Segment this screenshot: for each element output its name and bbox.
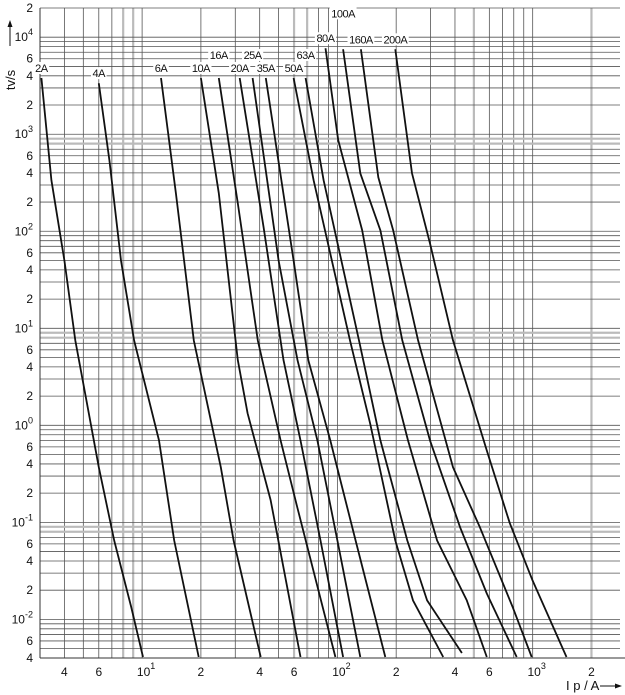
curves	[40, 48, 568, 658]
curve-label-background	[90, 67, 107, 80]
x-tick-label: 6	[291, 665, 298, 679]
curve-label-background	[153, 61, 169, 74]
curve-label-160a: 160A	[349, 34, 374, 46]
curve-label-background	[33, 61, 50, 74]
curve-label-background	[190, 61, 212, 74]
y-tick-label: 4	[26, 166, 33, 180]
curve-63a	[304, 77, 463, 654]
y-tick-label: 4	[26, 360, 33, 374]
y-tick-label: 6	[26, 343, 33, 357]
x-axis-arrowhead-icon	[615, 683, 622, 689]
y-tick-label: 6	[26, 634, 33, 648]
y-axis-title: tv/s	[3, 20, 18, 90]
curve-label-35a: 35A	[257, 63, 276, 75]
curve-label-background	[241, 48, 264, 61]
y-tick-label: 103	[15, 124, 33, 141]
curve-20a	[238, 77, 344, 658]
curve-200a	[394, 49, 568, 658]
y-tick-label: 4	[26, 263, 33, 277]
x-tick-labels: 4 6 101 2 4 6 102 2 4 6 103 2	[61, 661, 595, 679]
grid	[39, 7, 625, 659]
y-tick-label: 100	[15, 415, 33, 432]
y-tick-label: 6	[26, 52, 33, 66]
x-tick-label: 4	[452, 665, 459, 679]
curve-label-16a: 16A	[210, 50, 229, 62]
curve-35a	[264, 77, 387, 658]
curve-label-background	[283, 61, 305, 74]
y-tick-label: 2	[26, 98, 33, 112]
y-tick-label: 10-1	[12, 512, 33, 529]
curve-label-63a: 63A	[297, 50, 316, 62]
y-axis-label: tv/s	[3, 69, 18, 90]
y-tick-label: 101	[15, 318, 33, 335]
curve-10a	[200, 77, 302, 658]
curve-label-10a: 10A	[192, 63, 211, 75]
y-tick-label: 2	[26, 486, 33, 500]
curve-label-50a: 50A	[285, 63, 304, 75]
curve-25a	[251, 77, 362, 658]
curve-label-background	[294, 48, 317, 61]
y-tick-label: 102	[15, 221, 33, 238]
curve-100a	[342, 49, 518, 658]
curve-2a	[40, 77, 144, 658]
x-tick-label: 6	[486, 665, 493, 679]
curve-label-4a: 4A	[93, 68, 107, 80]
curve-label-20a: 20A	[231, 63, 250, 75]
x-tick-label: 103	[527, 661, 545, 679]
x-tick-label: 2	[393, 665, 400, 679]
x-tick-label: 2	[588, 665, 595, 679]
y-tick-label: 4	[26, 457, 33, 471]
curve-label-100a: 100A	[331, 8, 356, 20]
curve-label-background	[255, 61, 277, 74]
x-axis-title: I p / A	[566, 678, 622, 693]
x-tick-label: 6	[95, 665, 102, 679]
curve-6a	[160, 77, 262, 658]
y-tick-label: 2	[26, 583, 33, 597]
y-tick-label: 2	[26, 292, 33, 306]
y-tick-label: 2	[26, 389, 33, 403]
curve-label-2a: 2A	[35, 63, 49, 75]
x-tick-label: 102	[332, 661, 350, 679]
curve-label-25a: 25A	[244, 50, 263, 62]
curve-label-background	[208, 48, 230, 61]
y-tick-label: 6	[26, 537, 33, 551]
curve-label-background	[347, 33, 375, 46]
y-tick-label: 4	[26, 69, 33, 83]
y-tick-label: 6	[26, 246, 33, 260]
curve-label-background	[314, 32, 337, 45]
y-tick-labels: 2 104 6 4 2 103 6 4 2 102 6 4 2 101 6 4 2 100 6 4 2 10-1 6 4 2 10…	[12, 1, 34, 665]
curve-label-6a: 6A	[155, 63, 169, 75]
x-tick-label: 4	[256, 665, 263, 679]
x-tick-label: 4	[61, 665, 68, 679]
curve-160a	[360, 49, 533, 658]
curve-label-80a: 80A	[316, 33, 335, 45]
x-axis-label: I p / A	[566, 678, 600, 693]
curve-16a	[217, 77, 337, 658]
y-tick-label: 104	[15, 27, 33, 44]
y-tick-label: 6	[26, 149, 33, 163]
curve-label-background	[381, 33, 409, 46]
y-tick-label: 2	[26, 1, 33, 15]
curve-label-background	[329, 7, 357, 20]
y-tick-label: 4	[26, 651, 33, 665]
y-tick-label: 2	[26, 195, 33, 209]
y-axis-arrowhead-icon	[7, 20, 13, 27]
y-tick-label: 6	[26, 440, 33, 454]
curve-label-200a: 200A	[383, 34, 408, 46]
x-tick-label: 2	[198, 665, 205, 679]
y-tick-label: 4	[26, 554, 33, 568]
curve-4a	[97, 83, 200, 658]
curve-label-background	[229, 61, 251, 74]
y-tick-label: 10-2	[12, 609, 33, 626]
x-tick-label: 101	[137, 661, 155, 679]
curve-80a	[324, 48, 488, 658]
curve-50a	[292, 77, 444, 658]
